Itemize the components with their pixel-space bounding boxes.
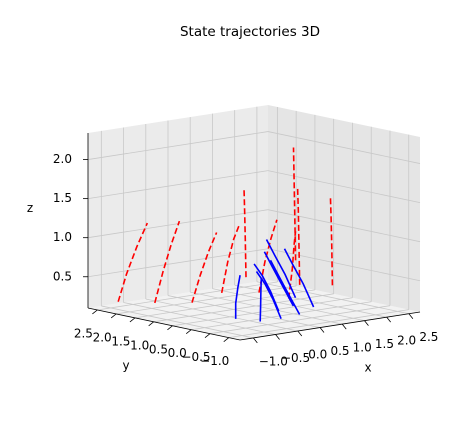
grid-line	[116, 285, 297, 315]
x-tick	[364, 320, 369, 326]
y-axis-label: y	[122, 359, 129, 373]
y-tick-label: −0.5	[181, 350, 210, 364]
x-tick	[275, 334, 280, 340]
grid-line	[87, 131, 269, 160]
grid-line	[267, 131, 421, 164]
x-tick-label: 2.5	[419, 330, 438, 344]
grid-line	[190, 291, 343, 325]
trajectory	[265, 239, 297, 299]
trajectory	[220, 223, 241, 294]
grid-line	[123, 302, 276, 335]
chart-title: State trajectories 3D	[180, 24, 320, 40]
x-tick	[341, 323, 347, 330]
grid-line	[172, 297, 353, 327]
x-axis-label: x	[364, 361, 371, 375]
grid-line	[87, 248, 269, 278]
y-tick-label: 0.5	[149, 342, 168, 356]
trajectory	[258, 219, 278, 293]
y-tick	[129, 317, 136, 323]
grid-line	[267, 209, 421, 243]
z-axis-label: z	[27, 201, 33, 215]
z-tick-label: 1.0	[53, 230, 72, 244]
x-axis-line	[239, 311, 421, 341]
trajectory	[234, 275, 241, 319]
grid-line	[209, 305, 391, 335]
z-tick-label: 0.5	[53, 269, 72, 283]
x-tick	[297, 330, 303, 337]
grid-line	[153, 293, 334, 323]
y-tick	[148, 321, 154, 327]
grid-line	[256, 281, 409, 315]
y-axis-line	[87, 307, 241, 341]
trajectory	[283, 248, 315, 308]
x-tick-label: 1.0	[353, 341, 372, 355]
x-tick	[408, 313, 414, 319]
x-tick-label: 1.5	[375, 337, 394, 351]
trajectory	[259, 277, 263, 322]
y-tick-label: 0.0	[168, 346, 187, 360]
y-tick	[110, 313, 117, 319]
x-tick-label: −1.0	[259, 354, 288, 368]
grid-line	[101, 305, 254, 339]
pane-back-right	[268, 105, 420, 312]
z-tick-label: 1.5	[53, 191, 72, 205]
grid-line	[97, 281, 278, 311]
y-tick	[167, 325, 173, 331]
trajectory	[269, 259, 301, 315]
x-tick-label: 2.0	[397, 334, 416, 348]
y-tick-label: 2.0	[93, 330, 112, 344]
y-tick-label: 1.5	[111, 334, 130, 348]
x-tick-label: 0.5	[330, 344, 349, 358]
trajectory	[117, 222, 149, 302]
y-tick-label: −1.0	[200, 354, 229, 368]
trajectory	[329, 195, 334, 286]
grid-line	[228, 309, 409, 339]
x-tick	[253, 337, 258, 344]
trajectory	[243, 187, 247, 278]
trajectory	[191, 232, 218, 303]
y-tick	[92, 309, 98, 315]
trajectory	[253, 263, 280, 312]
trajectory	[154, 220, 181, 304]
grid-line	[267, 248, 421, 282]
x-tick	[386, 316, 391, 323]
y-tick-label: 1.0	[130, 338, 149, 352]
y-tick	[204, 333, 211, 338]
trajectory	[263, 251, 295, 307]
y-tick-label: 2.5	[74, 326, 93, 340]
x-tick-label: −0.5	[281, 351, 310, 365]
x-tick	[319, 327, 325, 333]
z-tick-label: 2.0	[53, 152, 72, 166]
x-tick-label: 0.0	[308, 348, 327, 362]
grid-line	[191, 301, 372, 331]
grid-line	[134, 289, 315, 319]
trajectory	[287, 231, 297, 299]
grid-line	[87, 170, 269, 200]
trajectory	[292, 147, 297, 261]
trajectory	[296, 187, 301, 285]
grid-line	[145, 298, 298, 332]
y-tick	[223, 337, 229, 342]
y-tick	[185, 329, 192, 335]
pane-floor	[88, 280, 420, 340]
